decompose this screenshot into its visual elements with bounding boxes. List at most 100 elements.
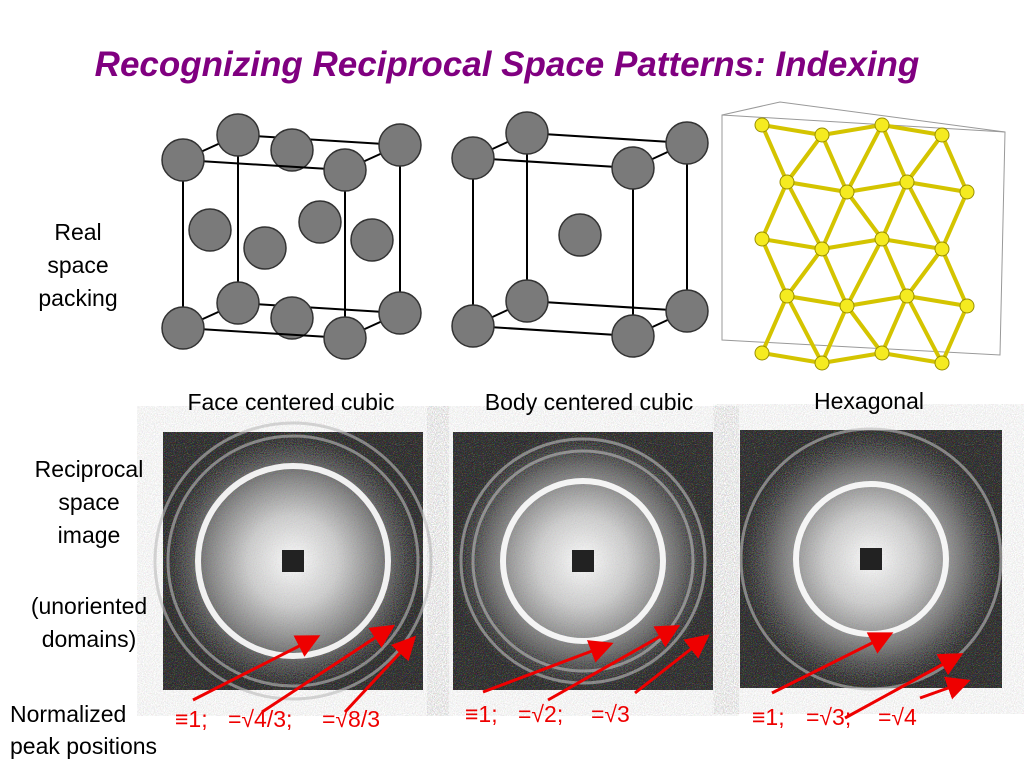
atom bbox=[779, 288, 795, 304]
atom bbox=[378, 291, 422, 335]
cell-box bbox=[721, 101, 1006, 133]
peak-position: ≡1; bbox=[465, 701, 498, 727]
peak-position: =√4 bbox=[878, 704, 917, 730]
beam-stop bbox=[860, 548, 882, 570]
atom bbox=[216, 281, 260, 325]
atom bbox=[350, 218, 394, 262]
atom bbox=[814, 127, 830, 143]
bond bbox=[820, 305, 849, 364]
atom bbox=[451, 136, 495, 180]
atom bbox=[505, 111, 549, 155]
bond bbox=[760, 124, 789, 183]
cell-box bbox=[721, 114, 1006, 356]
atom bbox=[323, 148, 367, 192]
cell-edge bbox=[182, 327, 346, 339]
bond bbox=[845, 304, 884, 355]
atom bbox=[934, 127, 950, 143]
ring bbox=[166, 434, 420, 688]
atom bbox=[243, 226, 287, 270]
ring bbox=[459, 437, 707, 685]
atom bbox=[874, 231, 890, 247]
atom bbox=[451, 304, 495, 348]
peak-position: =√8/3 bbox=[322, 706, 380, 732]
atom bbox=[270, 296, 314, 340]
row-label: packing bbox=[38, 285, 117, 311]
bond bbox=[785, 247, 824, 298]
atom bbox=[874, 345, 890, 361]
bond bbox=[786, 294, 848, 308]
peak-position: =√3 bbox=[591, 701, 630, 727]
bond bbox=[760, 238, 789, 297]
bond bbox=[846, 294, 908, 308]
title: Recognizing Reciprocal Space Patterns: I… bbox=[95, 45, 920, 84]
bond bbox=[820, 248, 849, 307]
atom bbox=[839, 298, 855, 314]
atom bbox=[934, 355, 950, 371]
atom bbox=[378, 123, 422, 167]
bond bbox=[820, 191, 849, 250]
atom bbox=[959, 184, 975, 200]
cell-edge bbox=[526, 132, 688, 144]
atom bbox=[505, 279, 549, 323]
peak-position: ≡1; bbox=[752, 704, 785, 730]
bond bbox=[785, 295, 824, 364]
atom bbox=[814, 355, 830, 371]
bond bbox=[880, 295, 909, 354]
bond bbox=[940, 134, 969, 193]
row-label: peak positions bbox=[10, 733, 157, 759]
row-label: space bbox=[47, 252, 108, 278]
arrow bbox=[482, 640, 614, 694]
atom bbox=[298, 200, 342, 244]
bond bbox=[880, 238, 909, 297]
ring bbox=[195, 463, 391, 659]
atom bbox=[611, 146, 655, 190]
atom bbox=[754, 345, 770, 361]
row-label: Reciprocal bbox=[35, 456, 144, 482]
atom bbox=[934, 241, 950, 257]
arrow bbox=[547, 625, 681, 702]
row-label: Normalized bbox=[10, 701, 126, 727]
atom bbox=[779, 174, 795, 190]
cell-edge bbox=[237, 302, 401, 314]
ring bbox=[471, 449, 695, 673]
atom bbox=[899, 288, 915, 304]
bond bbox=[906, 294, 968, 308]
bond bbox=[761, 351, 823, 365]
bond bbox=[785, 133, 824, 184]
crystal-diagrams bbox=[161, 101, 1006, 371]
bond bbox=[820, 134, 849, 193]
atom bbox=[754, 117, 770, 133]
bond bbox=[880, 181, 909, 240]
row-label: (unoriented bbox=[31, 593, 147, 619]
bond bbox=[940, 305, 969, 364]
bond bbox=[881, 351, 943, 365]
bond bbox=[905, 133, 944, 184]
atom bbox=[323, 316, 367, 360]
ring bbox=[739, 427, 1003, 691]
peak-position: ≡1; bbox=[175, 706, 208, 732]
cell-edge bbox=[472, 325, 634, 337]
atom bbox=[611, 314, 655, 358]
bond bbox=[940, 191, 969, 250]
bond bbox=[760, 181, 789, 240]
labels: Real space packing Reciprocal space image (uno… bbox=[10, 219, 924, 759]
cell-edge bbox=[237, 134, 401, 146]
atom bbox=[161, 138, 205, 182]
bond bbox=[760, 295, 789, 354]
arrow bbox=[771, 632, 894, 695]
bond bbox=[880, 124, 909, 183]
bond bbox=[846, 180, 908, 194]
atom bbox=[665, 121, 709, 165]
arrow bbox=[343, 635, 417, 714]
atom bbox=[216, 113, 260, 157]
bond bbox=[905, 181, 944, 250]
arrow bbox=[844, 653, 964, 720]
atom bbox=[558, 213, 602, 257]
atom bbox=[665, 289, 709, 333]
bond bbox=[785, 181, 824, 250]
column-label: Face centered cubic bbox=[187, 389, 394, 415]
cell-edge bbox=[182, 159, 346, 171]
bond bbox=[905, 247, 944, 298]
ring bbox=[153, 421, 433, 701]
bond bbox=[905, 295, 944, 364]
